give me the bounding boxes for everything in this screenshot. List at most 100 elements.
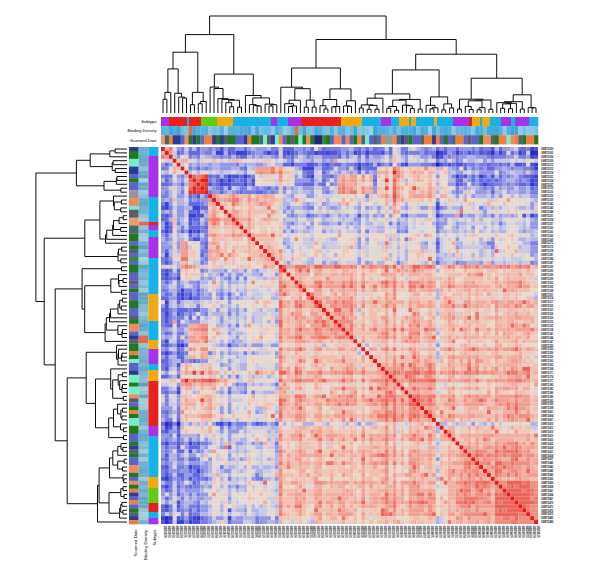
svg-text:GSM731203_R1: GSM731203_R1 [167, 526, 171, 538]
svg-text:GSM731314_R2: GSM731314_R2 [312, 526, 316, 538]
svg-text:GSM731485: GSM731485 [541, 520, 553, 524]
svg-text:GSM731467_R8: GSM731467_R8 [513, 526, 517, 538]
svg-text:GSM731377_R5: GSM731377_R5 [395, 526, 399, 538]
svg-text:GSM731320_R4: GSM731320_R4 [320, 526, 324, 538]
svg-text:GSM731317_R3: GSM731317_R3 [316, 526, 320, 538]
svg-text:GSM731284_R1: GSM731284_R1 [273, 526, 277, 538]
svg-text:GSM731230_R1: GSM731230_R1 [202, 526, 206, 538]
svg-text:GSM731263_R3: GSM731263_R3 [246, 526, 250, 538]
svg-text:GSM731473_R1: GSM731473_R1 [521, 526, 525, 538]
svg-text:GSM731323_R5: GSM731323_R5 [324, 526, 328, 538]
svg-text:GSM731311_R1: GSM731311_R1 [309, 526, 313, 538]
svg-text:GSM731299_R6: GSM731299_R6 [293, 526, 297, 538]
svg-text:GSM731428_R4: GSM731428_R4 [462, 526, 466, 538]
svg-text:GSM731422_R2: GSM731422_R2 [454, 526, 458, 538]
svg-text:GSM731239_R4: GSM731239_R4 [214, 526, 218, 538]
svg-text:GSM731410_R7: GSM731410_R7 [438, 526, 442, 538]
svg-text:GSM731272_R6: GSM731272_R6 [257, 526, 261, 538]
svg-text:GSM731212_R4: GSM731212_R4 [179, 526, 183, 538]
svg-text:GSM731329_R7: GSM731329_R7 [332, 526, 336, 538]
svg-text:GSM731365_R1: GSM731365_R1 [379, 526, 383, 538]
svg-text:GSM731260_R2: GSM731260_R2 [242, 526, 246, 538]
svg-text:GSM731416_R0: GSM731416_R0 [446, 526, 450, 538]
svg-text:GSM731236_R3: GSM731236_R3 [210, 526, 214, 538]
svg-text:GSM731281_R0: GSM731281_R0 [269, 526, 273, 538]
svg-text:GSM731455_R4: GSM731455_R4 [497, 526, 501, 538]
svg-text:GSM731326_R6: GSM731326_R6 [328, 526, 332, 538]
svg-text:Subtype: Subtype [141, 119, 157, 124]
svg-text:GSM731254_R0: GSM731254_R0 [234, 526, 238, 538]
svg-text:Scanned Date: Scanned Date [133, 529, 138, 557]
svg-text:GSM731251_R8: GSM731251_R8 [230, 526, 234, 538]
svg-text:GSM731374_R4: GSM731374_R4 [391, 526, 395, 538]
svg-text:GSM731449_R2: GSM731449_R2 [489, 526, 493, 538]
svg-text:GSM731437_R7: GSM731437_R7 [473, 526, 477, 538]
svg-text:GSM731227_R0: GSM731227_R0 [199, 526, 203, 538]
svg-text:GSM731443_R0: GSM731443_R0 [481, 526, 485, 538]
svg-text:GSM731296_R5: GSM731296_R5 [289, 526, 293, 538]
svg-text:GSM731389_R0: GSM731389_R0 [411, 526, 415, 538]
svg-text:Subtype: Subtype [152, 529, 157, 545]
svg-text:GSM731353_R6: GSM731353_R6 [363, 526, 367, 538]
svg-text:Scanned Date: Scanned Date [130, 138, 157, 143]
svg-text:GSM731341_R2: GSM731341_R2 [348, 526, 352, 538]
svg-text:GSM731419_R1: GSM731419_R1 [450, 526, 454, 538]
svg-text:GSM731425_R3: GSM731425_R3 [458, 526, 462, 538]
svg-text:GSM731215_R5: GSM731215_R5 [183, 526, 187, 538]
svg-text:GSM731257_R1: GSM731257_R1 [238, 526, 242, 538]
svg-text:GSM731413_R8: GSM731413_R8 [442, 526, 446, 538]
svg-text:GSM731278_R8: GSM731278_R8 [265, 526, 269, 538]
svg-text:GSM731200_R0: GSM731200_R0 [163, 526, 167, 538]
svg-text:GSM731446_R1: GSM731446_R1 [485, 526, 489, 538]
svg-text:GSM731371_R3: GSM731371_R3 [387, 526, 391, 538]
svg-text:GSM731401_R4: GSM731401_R4 [426, 526, 430, 538]
svg-text:GSM731287_R2: GSM731287_R2 [277, 526, 281, 538]
svg-text:GSM731218_R6: GSM731218_R6 [187, 526, 191, 538]
svg-text:GSM731359_R8: GSM731359_R8 [371, 526, 375, 538]
svg-text:GSM731248_R7: GSM731248_R7 [226, 526, 230, 538]
svg-text:GSM731305_R8: GSM731305_R8 [301, 526, 305, 538]
svg-text:GSM731431_R5: GSM731431_R5 [466, 526, 470, 538]
svg-text:GSM731368_R2: GSM731368_R2 [383, 526, 387, 538]
svg-text:Binding Density: Binding Density [127, 128, 157, 133]
svg-text:GSM731458_R5: GSM731458_R5 [501, 526, 505, 538]
svg-text:GSM731206_R2: GSM731206_R2 [171, 526, 175, 538]
svg-text:GSM731398_R3: GSM731398_R3 [422, 526, 426, 538]
svg-text:GSM731350_R5: GSM731350_R5 [360, 526, 364, 538]
svg-text:GSM731308_R0: GSM731308_R0 [305, 526, 309, 538]
svg-text:GSM731245_R6: GSM731245_R6 [222, 526, 226, 538]
svg-text:GSM731302_R7: GSM731302_R7 [297, 526, 301, 538]
svg-text:GSM731347_R4: GSM731347_R4 [356, 526, 360, 538]
svg-text:GSM731407_R6: GSM731407_R6 [434, 526, 438, 538]
svg-text:GSM731383_R7: GSM731383_R7 [403, 526, 407, 538]
svg-text:GSM731233_R2: GSM731233_R2 [206, 526, 210, 538]
svg-text:GSM731356_R7: GSM731356_R7 [367, 526, 371, 538]
svg-text:GSM731221_R7: GSM731221_R7 [191, 526, 195, 538]
svg-text:GSM731242_R5: GSM731242_R5 [218, 526, 222, 538]
svg-text:GSM731269_R5: GSM731269_R5 [254, 526, 258, 538]
svg-text:GSM731275_R7: GSM731275_R7 [261, 526, 265, 538]
svg-text:GSM731332_R8: GSM731332_R8 [336, 526, 340, 538]
svg-text:GSM731380_R6: GSM731380_R6 [399, 526, 403, 538]
svg-text:GSM731293_R4: GSM731293_R4 [285, 526, 289, 538]
svg-text:GSM731461_R6: GSM731461_R6 [505, 526, 509, 538]
svg-text:Binding Density: Binding Density [143, 529, 148, 560]
svg-text:GSM731482_R4: GSM731482_R4 [532, 526, 536, 538]
svg-text:GSM731404_R5: GSM731404_R5 [430, 526, 434, 538]
svg-text:GSM731224_R8: GSM731224_R8 [195, 526, 199, 538]
svg-text:GSM731464_R7: GSM731464_R7 [509, 526, 513, 538]
svg-text:GSM731362_R0: GSM731362_R0 [375, 526, 379, 538]
svg-text:GSM731395_R2: GSM731395_R2 [418, 526, 422, 538]
svg-text:GSM731452_R3: GSM731452_R3 [493, 526, 497, 538]
svg-text:GSM731338_R1: GSM731338_R1 [344, 526, 348, 538]
svg-text:GSM731470_R0: GSM731470_R0 [517, 526, 521, 538]
svg-text:GSM731485_R5: GSM731485_R5 [536, 526, 540, 538]
svg-text:GSM731386_R8: GSM731386_R8 [407, 526, 411, 538]
svg-text:GSM731344_R3: GSM731344_R3 [352, 526, 356, 538]
svg-text:GSM731434_R6: GSM731434_R6 [470, 526, 474, 538]
svg-text:GSM731392_R1: GSM731392_R1 [415, 526, 419, 538]
svg-text:GSM731440_R8: GSM731440_R8 [477, 526, 481, 538]
svg-text:GSM731479_R3: GSM731479_R3 [528, 526, 532, 538]
svg-text:GSM731335_R0: GSM731335_R0 [340, 526, 344, 538]
svg-text:GSM731476_R2: GSM731476_R2 [525, 526, 529, 538]
